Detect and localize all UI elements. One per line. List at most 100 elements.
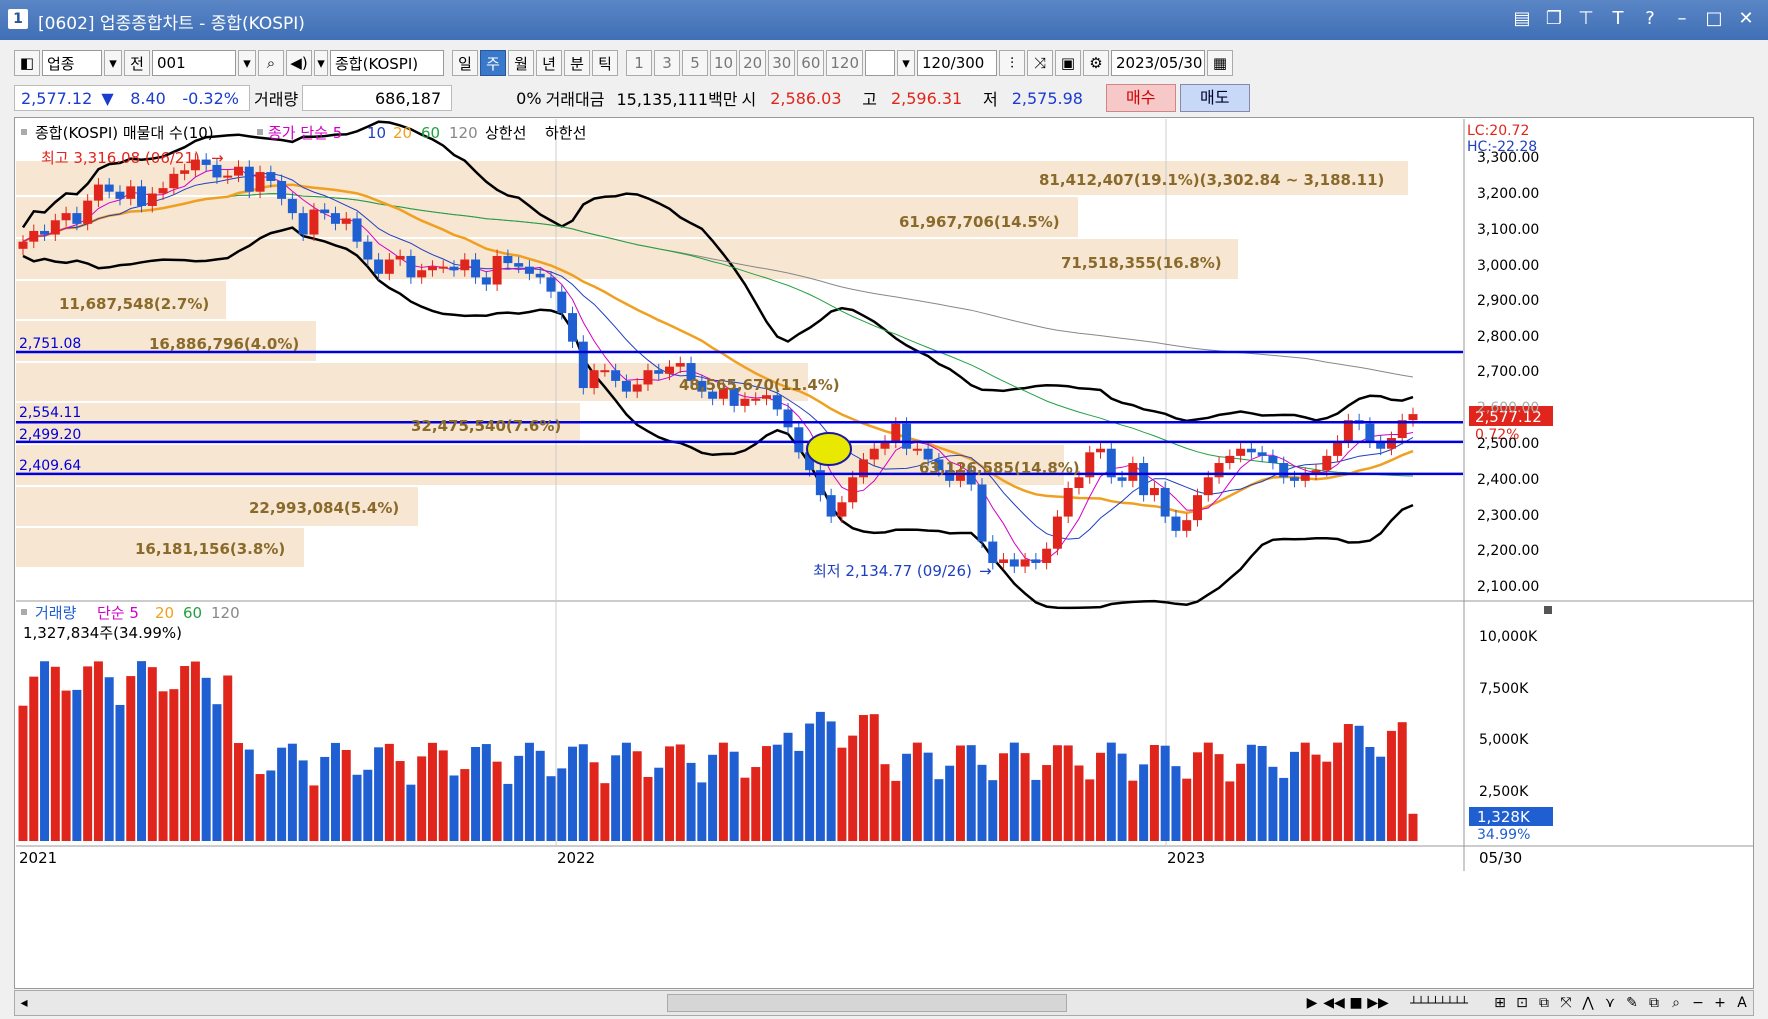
crosshair-icon[interactable]: ⤧ (1560, 995, 1572, 1011)
candle-body (244, 166, 254, 192)
rewind-icon[interactable]: ◀◀ (1323, 995, 1345, 1011)
candle-body (147, 193, 157, 206)
panel-close-icon[interactable] (1544, 606, 1552, 614)
save-icon[interactable]: ▣ (1055, 50, 1082, 76)
font-size-icon[interactable]: A (1737, 995, 1747, 1011)
low-value: 2,575.98 (1011, 88, 1083, 108)
fast-forward-icon[interactable]: ▶▶ (1367, 995, 1389, 1011)
volume-bar (492, 761, 502, 841)
gear-icon[interactable]: ⚙ (1083, 50, 1110, 76)
panel-toggle-icon[interactable]: ◧ (14, 50, 40, 76)
low-arrow: → (979, 562, 992, 580)
period-day-button[interactable]: 일 (452, 50, 478, 76)
volume-bar (912, 742, 922, 841)
candle-body (1009, 559, 1019, 567)
zoom-in-icon[interactable]: + (1714, 995, 1726, 1011)
minute-1-button[interactable]: 1 (626, 50, 652, 76)
minimize-icon[interactable]: – (1677, 8, 1687, 29)
hline-label: 2,554.11 (19, 405, 81, 421)
search-icon[interactable]: ⌕ (258, 50, 284, 76)
volume-label: 거래량 (254, 90, 299, 109)
maximize-icon[interactable]: □ (1705, 8, 1723, 29)
volume-bar (61, 690, 71, 841)
compare-chart-icon[interactable]: ⊡ (1516, 995, 1528, 1011)
x-label-2022: 2022 (557, 849, 595, 867)
count-input[interactable]: 120/300 (917, 50, 998, 76)
volume-bar (1063, 745, 1073, 841)
pin-icon[interactable]: ⊤ (1578, 8, 1594, 29)
volume-bar (654, 767, 664, 841)
period-minute-button[interactable]: 분 (564, 50, 590, 76)
market-dropdown-icon[interactable]: ▾ (104, 50, 122, 76)
zoom-fit-icon[interactable]: ⊞ (1494, 995, 1506, 1011)
draw-icon[interactable]: ✎ (1626, 995, 1638, 1011)
minute-120-button[interactable]: 120 (826, 50, 864, 76)
minute-20-button[interactable]: 20 (739, 50, 767, 76)
buy-button[interactable]: 매수 (1105, 84, 1176, 112)
calendar-icon[interactable]: ▦ (1207, 50, 1234, 76)
minute-60-button[interactable]: 60 (797, 50, 825, 76)
candle-body (578, 341, 588, 389)
trend-icon[interactable]: ⋀ (1582, 995, 1594, 1011)
sound-dropdown-icon[interactable]: ▾ (314, 50, 328, 76)
code-input[interactable]: 001 (152, 50, 236, 76)
market-select[interactable]: 업종 (42, 50, 102, 76)
candle-body (665, 366, 675, 374)
stop-icon[interactable]: ■ (1349, 995, 1363, 1011)
chart-type-icon[interactable]: ⫶ (999, 50, 1026, 76)
period-year-button[interactable]: 년 (536, 50, 562, 76)
period-tick-button[interactable]: 틱 (592, 50, 618, 76)
prefix-button[interactable]: 전 (124, 50, 150, 76)
y-tick: 2,600.00 (1477, 400, 1539, 416)
minute-5-button[interactable]: 5 (682, 50, 708, 76)
play-icon[interactable]: ▶ (1306, 995, 1318, 1011)
grid-lines (16, 119, 1753, 871)
scroll-left-icon[interactable]: ◂ (20, 995, 28, 1011)
price-volume-chart[interactable]: 종합(KOSPI) 매물대 수(10) 종가 단순 5 10 20 60 120… (15, 118, 1753, 988)
candle-body (50, 220, 60, 235)
volume-bar (880, 764, 890, 841)
period-month-button[interactable]: 월 (508, 50, 534, 76)
y-tick: 2,700.00 (1477, 364, 1539, 380)
scroll-track[interactable] (37, 994, 1297, 1012)
candle-body (729, 388, 739, 406)
current-price-value: 2,577.12 (21, 88, 93, 108)
chart-area[interactable]: 종합(KOSPI) 매물대 수(10) 종가 단순 5 10 20 60 120… (14, 117, 1754, 989)
ma60-legend: 60 (421, 124, 440, 142)
help-icon[interactable]: ? (1645, 8, 1655, 29)
date-input[interactable]: 2023/05/30 (1111, 50, 1206, 76)
minute-30-button[interactable]: 30 (768, 50, 796, 76)
interval-dropdown-icon[interactable]: ▾ (897, 50, 916, 76)
code-dropdown-icon[interactable]: ▾ (238, 50, 256, 76)
volume-bar (934, 779, 944, 841)
speed-slider[interactable]: ┴┴┴┴┴┴┴┴ (1410, 996, 1468, 1010)
amount-value: 15,135,111백만 (616, 90, 738, 109)
period-week-button[interactable]: 주 (480, 50, 506, 76)
sound-icon[interactable]: ◀) (286, 50, 312, 76)
minute-10-button[interactable]: 10 (710, 50, 738, 76)
chart-scrollbar[interactable]: ◂ ▶ ◀◀ ■ ▶▶ ┴┴┴┴┴┴┴┴ ⊞ ⊡ ⧉ ⤧ ⋀ ⋎ ✎ ⧉ ⌕ −… (14, 990, 1754, 1016)
candle-body (902, 423, 912, 449)
volume-bar (977, 764, 987, 841)
export-icon[interactable]: ⧉ (1649, 995, 1659, 1011)
volume-bar (1106, 742, 1116, 841)
volume-bar (772, 744, 782, 841)
candle-body (1397, 420, 1407, 439)
copy-window-icon[interactable]: ❐ (1545, 8, 1563, 29)
zoom-out-icon[interactable]: − (1692, 995, 1704, 1011)
scroll-thumb[interactable] (667, 994, 1067, 1012)
indicator-icon[interactable]: ⋎ (1604, 995, 1616, 1011)
volume-bar (352, 774, 362, 841)
overlay-icon[interactable]: ⧉ (1539, 995, 1549, 1011)
text-icon[interactable]: T (1612, 8, 1624, 29)
volume-bar (1236, 763, 1246, 841)
sell-button[interactable]: 매도 (1179, 84, 1250, 112)
custom-interval-input[interactable] (865, 50, 896, 76)
volume-bar (137, 661, 147, 841)
layout-icon[interactable]: ▤ (1513, 8, 1531, 29)
minute-3-button[interactable]: 3 (654, 50, 680, 76)
profile-label: 16,181,156(3.8%) (135, 540, 285, 558)
compare-icon[interactable]: ⤨ (1027, 50, 1054, 76)
close-icon[interactable]: ✕ (1738, 8, 1754, 29)
magnifier-icon[interactable]: ⌕ (1672, 995, 1680, 1011)
